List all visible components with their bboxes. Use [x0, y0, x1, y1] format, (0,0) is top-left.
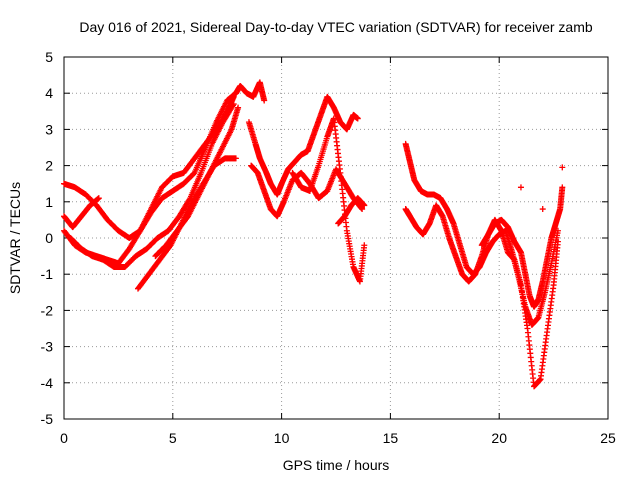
x-tick-label: 15	[383, 430, 399, 446]
data-point	[95, 195, 102, 202]
x-tick-label: 20	[491, 430, 507, 446]
x-tick-label: 25	[600, 430, 616, 446]
data-point	[230, 101, 237, 108]
data-point	[235, 104, 242, 111]
data-point	[554, 238, 561, 245]
data-point	[559, 164, 566, 171]
data-point	[559, 184, 566, 191]
y-tick-label: 2	[45, 158, 53, 174]
chart-title: Day 016 of 2021, Sidereal Day-to-day VTE…	[79, 19, 592, 35]
data-points	[61, 79, 566, 390]
data-point	[359, 206, 366, 213]
data-point	[539, 206, 546, 213]
y-tick-label: -1	[41, 266, 54, 282]
x-tick-label: 10	[274, 430, 290, 446]
y-tick-label: 0	[45, 230, 53, 246]
y-tick-label: -5	[41, 411, 54, 427]
data-point	[361, 242, 368, 249]
x-tick-label: 0	[60, 430, 68, 446]
y-tick-label: 3	[45, 121, 53, 137]
y-axis-label: SDTVAR / TECUs	[7, 182, 23, 294]
data-point	[354, 115, 361, 122]
y-tick-label: -2	[41, 302, 54, 318]
y-tick-label: -3	[41, 339, 54, 355]
x-tick-label: 5	[169, 430, 177, 446]
y-tick-label: 1	[45, 194, 53, 210]
data-point	[232, 155, 239, 162]
data-point	[261, 97, 268, 104]
y-tick-labels: -5 -4 -3 -2 -1 0 1 2 3 4 5	[41, 49, 54, 427]
x-tick-labels: 0 5 10 15 20 25	[60, 430, 616, 446]
x-axis-label: GPS time / hours	[283, 457, 390, 473]
data-point	[361, 202, 368, 209]
y-tick-label: 5	[45, 49, 53, 65]
data-point	[517, 184, 524, 191]
data-point	[229, 102, 236, 109]
y-tick-label: 4	[45, 85, 53, 101]
axis-ticks	[63, 56, 609, 420]
grid-lines	[64, 57, 608, 419]
y-tick-label: -4	[41, 375, 54, 391]
